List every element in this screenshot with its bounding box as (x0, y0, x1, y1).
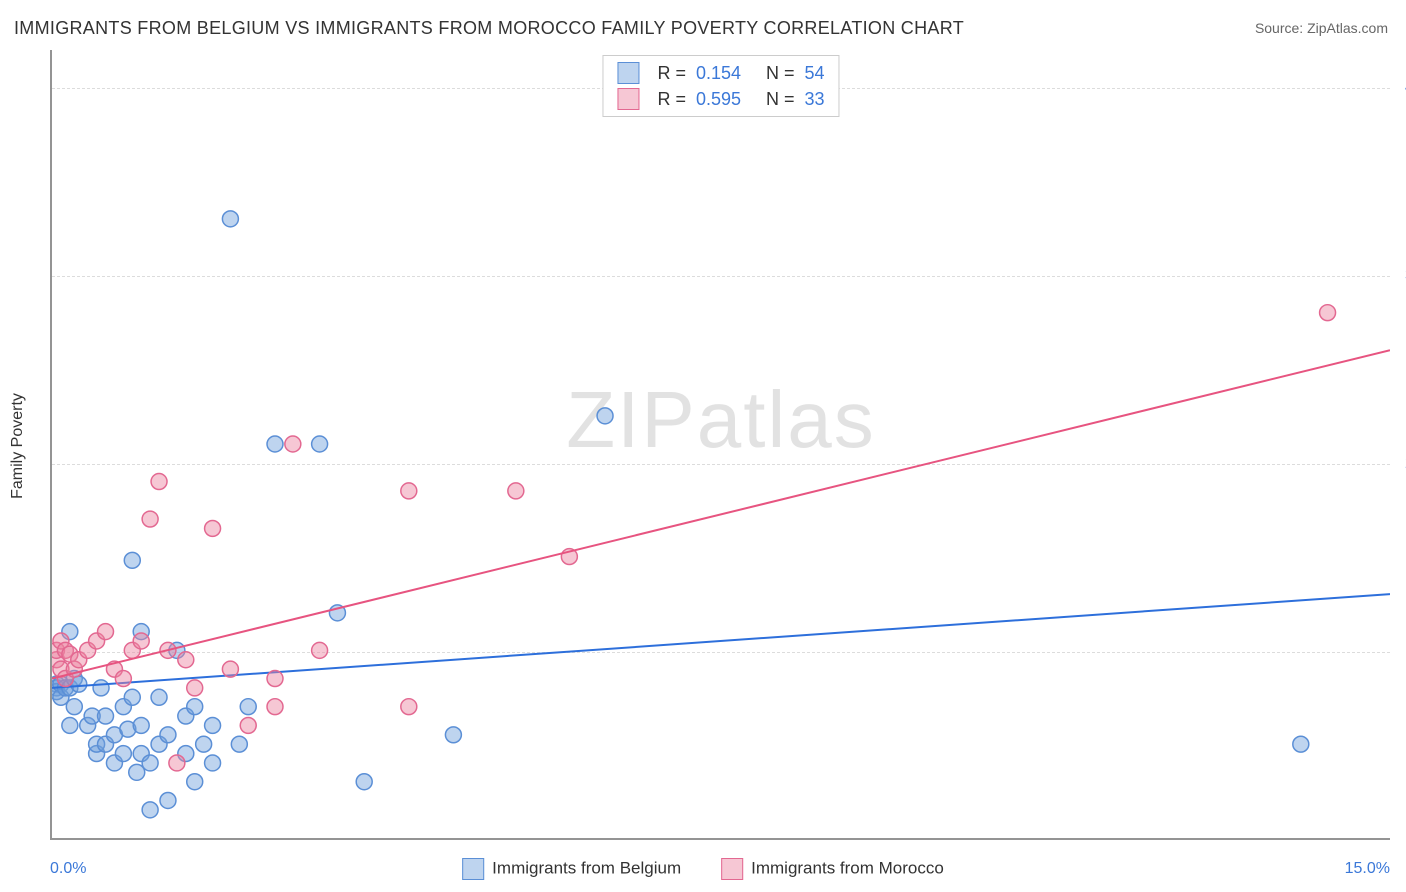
n-value: 33 (805, 89, 825, 110)
r-label: R = (657, 89, 686, 110)
data-point (285, 436, 301, 452)
data-point (62, 717, 78, 733)
data-point (66, 699, 82, 715)
data-point (187, 699, 203, 715)
data-point (231, 736, 247, 752)
n-value: 54 (805, 63, 825, 84)
x-axis-origin-label: 0.0% (50, 860, 86, 878)
data-point (187, 774, 203, 790)
data-point (98, 624, 114, 640)
data-point (187, 680, 203, 696)
data-point (133, 633, 149, 649)
data-point (196, 736, 212, 752)
data-point (222, 661, 238, 677)
correlation-legend-box: R = 0.154 N = 54 R = 0.595 N = 33 (602, 55, 839, 117)
series-legend: Immigrants from Belgium Immigrants from M… (462, 858, 944, 880)
data-point (115, 746, 131, 762)
data-point (267, 699, 283, 715)
correlation-legend-row: R = 0.154 N = 54 (617, 60, 824, 86)
x-axis-end-label: 15.0% (1345, 860, 1390, 878)
data-point (240, 699, 256, 715)
legend-swatch (721, 858, 743, 880)
y-tick-label: 20.0% (1395, 455, 1406, 473)
data-point (508, 483, 524, 499)
data-point (160, 727, 176, 743)
r-label: R = (657, 63, 686, 84)
trend-line (52, 350, 1390, 678)
data-point (1320, 305, 1336, 321)
legend-label: Immigrants from Morocco (751, 858, 944, 877)
scatter-svg (52, 50, 1390, 838)
data-point (312, 436, 328, 452)
y-axis-label: Family Poverty (9, 393, 27, 499)
scatter-plot-area: ZIPatlas R =0.154N =54R =0.595N =33 10.0… (50, 50, 1390, 840)
legend-item: Immigrants from Belgium (462, 858, 681, 880)
y-tick-label: 30.0% (1395, 267, 1406, 285)
data-point (115, 671, 131, 687)
data-point (267, 436, 283, 452)
trend-line (52, 594, 1390, 688)
data-point (178, 652, 194, 668)
data-point (124, 689, 140, 705)
data-point (142, 755, 158, 771)
data-point (222, 211, 238, 227)
chart-title: IMMIGRANTS FROM BELGIUM VS IMMIGRANTS FR… (14, 18, 964, 39)
data-point (401, 699, 417, 715)
data-point (205, 755, 221, 771)
data-point (205, 717, 221, 733)
legend-swatch (617, 62, 639, 84)
data-point (267, 671, 283, 687)
data-point (142, 511, 158, 527)
legend-swatch (617, 88, 639, 110)
data-point (142, 802, 158, 818)
data-point (93, 680, 109, 696)
data-point (151, 474, 167, 490)
y-tick-label: 40.0% (1395, 79, 1406, 97)
data-point (401, 483, 417, 499)
data-point (133, 717, 149, 733)
correlation-legend-row: R = 0.595 N = 33 (617, 86, 824, 112)
data-point (240, 717, 256, 733)
data-point (151, 689, 167, 705)
legend-swatch (462, 858, 484, 880)
data-point (169, 755, 185, 771)
n-label: N = (766, 89, 795, 110)
data-point (597, 408, 613, 424)
data-point (98, 708, 114, 724)
data-point (312, 642, 328, 658)
data-point (124, 552, 140, 568)
y-tick-label: 10.0% (1395, 643, 1406, 661)
n-label: N = (766, 63, 795, 84)
r-value: 0.595 (696, 89, 756, 110)
r-value: 0.154 (696, 63, 756, 84)
legend-item: Immigrants from Morocco (721, 858, 944, 880)
data-point (205, 520, 221, 536)
data-point (1293, 736, 1309, 752)
source-attribution: Source: ZipAtlas.com (1255, 20, 1388, 36)
legend-label: Immigrants from Belgium (492, 858, 681, 877)
data-point (160, 792, 176, 808)
data-point (445, 727, 461, 743)
data-point (356, 774, 372, 790)
